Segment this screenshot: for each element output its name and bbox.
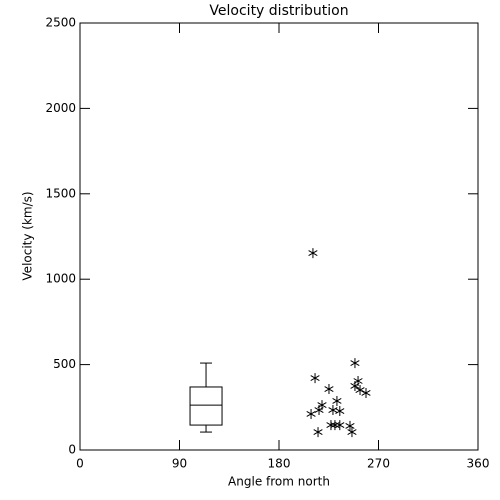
y-tick-label: 2000 [45, 101, 76, 115]
y-tick-label: 500 [53, 357, 76, 371]
point [308, 248, 318, 259]
chart-title: Velocity distribution [209, 3, 348, 19]
point [306, 408, 316, 419]
point [361, 387, 371, 398]
point [324, 384, 334, 395]
point [355, 385, 365, 396]
point [350, 380, 360, 391]
x-tick-label: 90 [172, 457, 187, 471]
y-tick-label: 2500 [45, 16, 76, 30]
plot-frame [79, 22, 479, 451]
x-tick-label: 0 [76, 457, 84, 471]
y-tick-label: 0 [68, 443, 76, 457]
y-tick-label: 1000 [45, 272, 76, 286]
point [332, 395, 342, 406]
point [313, 427, 323, 438]
point [335, 406, 345, 417]
point [326, 420, 336, 431]
x-axis-label: Angle from north [228, 475, 330, 489]
point [310, 373, 320, 384]
y-tick-label: 1500 [45, 186, 76, 200]
point [345, 420, 355, 431]
x-tick-label: 360 [467, 457, 490, 471]
point [314, 405, 324, 416]
point [350, 358, 360, 369]
box [189, 386, 223, 426]
y-axis-label: Velocity (km/s) [21, 191, 35, 280]
point [335, 420, 345, 431]
x-tick-label: 270 [367, 457, 390, 471]
point [347, 427, 357, 438]
x-tick-label: 180 [268, 457, 291, 471]
